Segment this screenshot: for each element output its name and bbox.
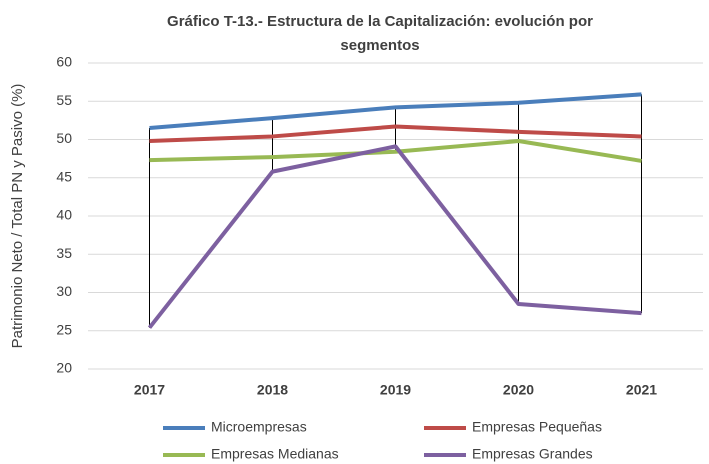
series-line xyxy=(149,124,642,144)
series-line xyxy=(149,92,642,131)
y-tick-label: 30 xyxy=(56,283,72,299)
x-tick-label: 2019 xyxy=(380,382,411,398)
x-tick-label: 2018 xyxy=(257,382,288,398)
x-tick-label: 2020 xyxy=(503,382,534,398)
x-tick-label: 2017 xyxy=(134,382,165,398)
y-tick-label: 50 xyxy=(56,130,72,146)
series-line xyxy=(149,139,642,163)
y-tick-label: 35 xyxy=(56,245,72,261)
y-tick-label: 25 xyxy=(56,321,72,337)
legend-label: Empresas Medianas xyxy=(211,446,339,462)
y-tick-label: 45 xyxy=(56,168,72,184)
chart-title: Gráfico T-13.- Estructura de la Capitali… xyxy=(167,13,593,30)
y-tick-label: 55 xyxy=(56,92,72,108)
y-axis-label: Patrimonio Neto / Total PN y Pasivo (%) xyxy=(9,84,26,349)
y-tick-label: 20 xyxy=(56,360,72,376)
x-tick-label: 2021 xyxy=(626,382,657,398)
legend-label: Empresas Grandes xyxy=(472,446,593,462)
series-line xyxy=(147,144,642,329)
legend-label: Microempresas xyxy=(211,419,307,435)
chart-title: segmentos xyxy=(340,37,419,54)
y-tick-label: 40 xyxy=(56,207,72,223)
y-tick-label: 60 xyxy=(56,54,72,70)
legend-label: Empresas Pequeñas xyxy=(472,419,602,435)
